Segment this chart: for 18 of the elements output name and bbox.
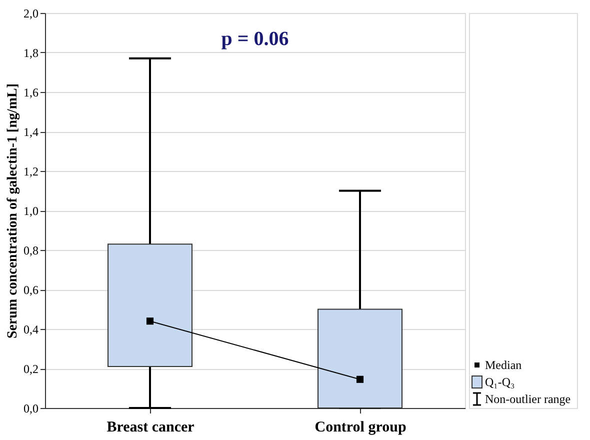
y-tick-label: 1,6 — [24, 86, 38, 100]
text: Non-outlier range — [485, 392, 571, 406]
y-tick-label: 1,8 — [24, 46, 38, 60]
y-tick-label: 2,0 — [24, 6, 38, 20]
annotation: p = 0.06 — [221, 28, 289, 50]
y-tick-label: 1,0 — [24, 204, 38, 218]
y-tick-label: 1,4 — [24, 125, 38, 139]
x-tick-label: Control group — [314, 420, 406, 436]
y-tick-label: 0,6 — [24, 283, 38, 297]
y-tick-label: 0,2 — [24, 362, 38, 376]
y-tick-label: 0,4 — [24, 322, 38, 336]
y-tick-label: 0,0 — [24, 402, 38, 416]
y-tick-label: 1,2 — [24, 164, 38, 178]
y-tick-label: 0,8 — [24, 244, 38, 258]
legend-label: Median — [485, 358, 522, 372]
legend-label: Q₁-Q₃ — [485, 375, 515, 389]
x-tick-label: Breast cancer — [106, 420, 195, 436]
y-axis-title: Serum concentration of galectin-1 [ng/mL] — [6, 83, 20, 339]
